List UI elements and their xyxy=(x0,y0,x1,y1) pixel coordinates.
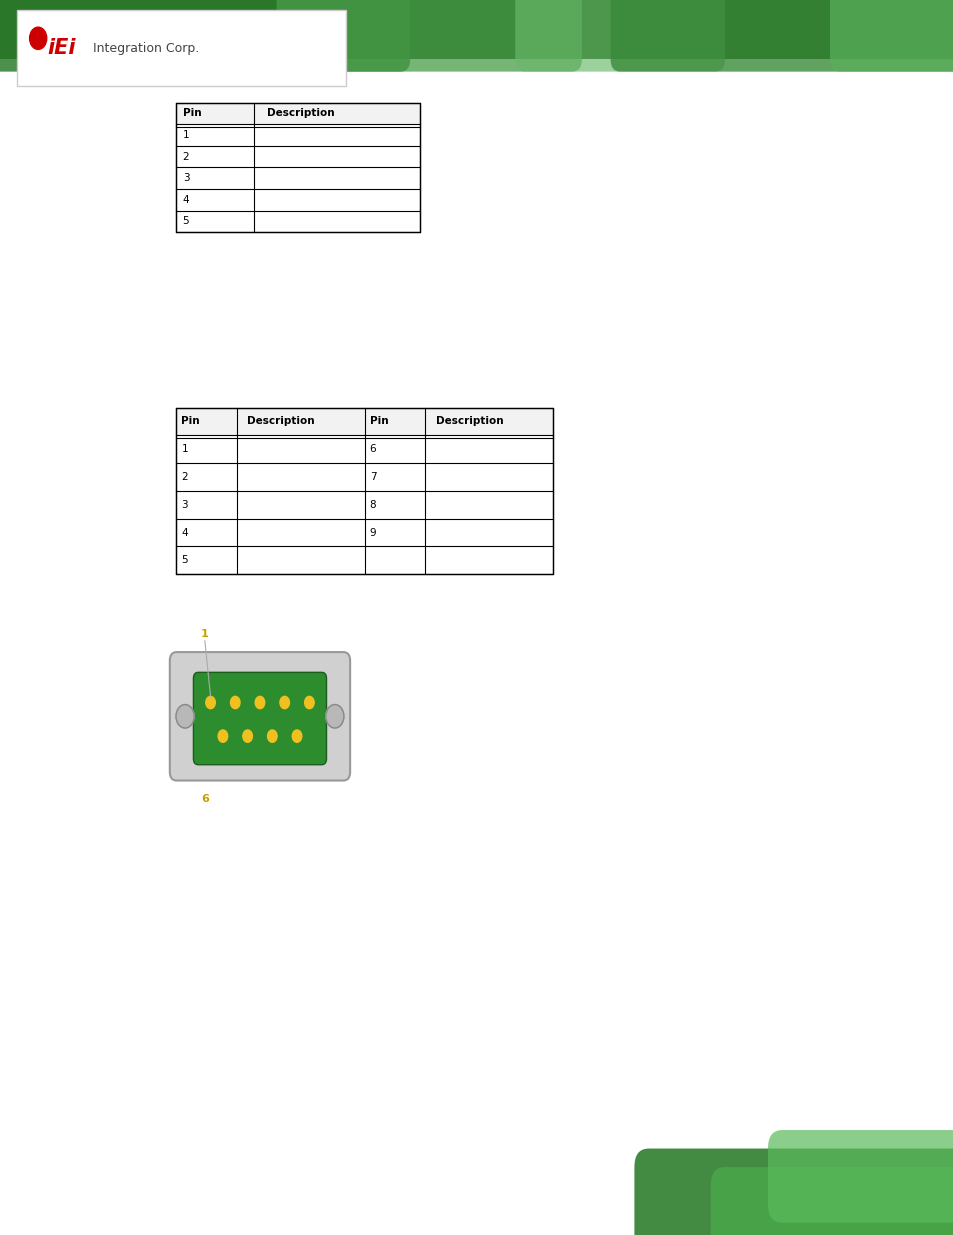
Bar xyxy=(236,547,364,574)
Text: 7: 7 xyxy=(370,472,376,482)
Text: Description: Description xyxy=(267,109,335,119)
Text: 4: 4 xyxy=(182,195,189,205)
Circle shape xyxy=(243,730,253,742)
Circle shape xyxy=(267,730,276,742)
Bar xyxy=(364,547,425,574)
Bar xyxy=(176,146,253,168)
Bar xyxy=(236,492,364,519)
Text: Pin: Pin xyxy=(181,416,200,426)
Bar xyxy=(253,103,419,124)
Text: 3: 3 xyxy=(181,500,188,510)
Bar xyxy=(176,125,253,146)
Bar xyxy=(425,492,553,519)
FancyBboxPatch shape xyxy=(0,0,410,72)
Text: 5: 5 xyxy=(181,556,188,566)
Bar xyxy=(176,189,253,210)
FancyBboxPatch shape xyxy=(767,1130,953,1223)
Bar xyxy=(176,168,253,189)
Bar xyxy=(425,519,553,546)
Text: 1: 1 xyxy=(181,445,188,454)
Bar xyxy=(364,436,425,463)
Text: 3: 3 xyxy=(182,173,189,183)
Bar xyxy=(236,408,364,435)
FancyBboxPatch shape xyxy=(276,0,581,72)
Bar xyxy=(364,519,425,546)
Text: 6: 6 xyxy=(370,445,376,454)
Bar xyxy=(0,0,953,59)
Text: 4: 4 xyxy=(181,527,188,537)
Text: iEi: iEi xyxy=(48,38,76,58)
Bar xyxy=(176,408,236,435)
Circle shape xyxy=(206,697,215,709)
Bar xyxy=(425,547,553,574)
Circle shape xyxy=(30,27,47,49)
Bar xyxy=(253,211,419,232)
FancyBboxPatch shape xyxy=(515,0,724,72)
Bar xyxy=(364,492,425,519)
Circle shape xyxy=(325,705,343,729)
Text: Pin: Pin xyxy=(182,109,201,119)
Text: Description: Description xyxy=(247,416,314,426)
Text: 2: 2 xyxy=(181,472,188,482)
FancyBboxPatch shape xyxy=(610,0,953,72)
Text: 2: 2 xyxy=(182,152,189,162)
Circle shape xyxy=(218,730,228,742)
Bar xyxy=(425,463,553,490)
Bar xyxy=(425,408,553,435)
FancyBboxPatch shape xyxy=(634,1149,953,1235)
Bar xyxy=(364,408,425,435)
Circle shape xyxy=(304,697,314,709)
Bar xyxy=(176,492,236,519)
FancyBboxPatch shape xyxy=(829,0,953,72)
Bar xyxy=(253,189,419,210)
Bar xyxy=(236,519,364,546)
Text: Pin: Pin xyxy=(370,416,388,426)
Text: Description: Description xyxy=(436,416,503,426)
Bar xyxy=(253,146,419,168)
Bar xyxy=(176,547,236,574)
Bar xyxy=(236,436,364,463)
Circle shape xyxy=(231,697,240,709)
Bar xyxy=(17,10,346,86)
Text: 6: 6 xyxy=(201,794,209,804)
Bar xyxy=(176,408,553,574)
Bar xyxy=(176,519,236,546)
Bar xyxy=(253,125,419,146)
Circle shape xyxy=(292,730,301,742)
Text: Integration Corp.: Integration Corp. xyxy=(93,42,199,54)
Bar xyxy=(253,168,419,189)
Bar xyxy=(236,463,364,490)
Bar xyxy=(364,463,425,490)
Text: 8: 8 xyxy=(370,500,376,510)
FancyBboxPatch shape xyxy=(193,672,326,764)
Bar xyxy=(425,436,553,463)
Text: 1: 1 xyxy=(201,629,209,638)
Bar xyxy=(176,463,236,490)
Text: 1: 1 xyxy=(182,130,189,140)
Bar xyxy=(176,103,253,124)
Bar xyxy=(176,211,253,232)
Text: 5: 5 xyxy=(182,216,189,226)
Circle shape xyxy=(176,705,194,729)
Text: 9: 9 xyxy=(370,527,376,537)
FancyBboxPatch shape xyxy=(170,652,350,781)
Bar xyxy=(176,103,419,232)
FancyBboxPatch shape xyxy=(710,1167,953,1235)
Bar xyxy=(176,436,236,463)
Circle shape xyxy=(279,697,289,709)
Circle shape xyxy=(254,697,264,709)
